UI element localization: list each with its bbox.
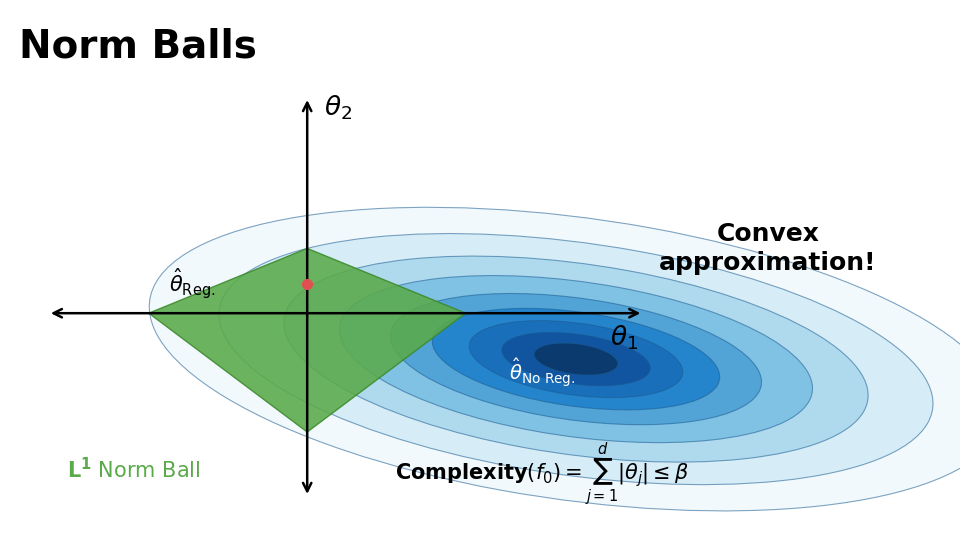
Polygon shape: [149, 248, 466, 432]
Text: $\theta_1$: $\theta_1$: [610, 323, 637, 352]
Text: $\hat{\theta}_{\mathrm{Reg.}}$: $\hat{\theta}_{\mathrm{Reg.}}$: [170, 266, 216, 301]
Ellipse shape: [219, 234, 933, 484]
Text: $\theta_2$: $\theta_2$: [324, 93, 352, 122]
Text: $\mathbf{L^1}$ Norm Ball: $\mathbf{L^1}$ Norm Ball: [67, 457, 201, 482]
Ellipse shape: [149, 207, 960, 511]
Ellipse shape: [391, 293, 761, 425]
Ellipse shape: [502, 333, 650, 386]
Text: $\mathbf{Complexity}(f_0) = \sum_{j=1}^{d} |\theta_j| \leq \beta$: $\mathbf{Complexity}(f_0) = \sum_{j=1}^{…: [396, 442, 689, 508]
Text: Norm Balls: Norm Balls: [19, 27, 257, 65]
Text: $\hat{\theta}_{\mathrm{No\ Reg.}}$: $\hat{\theta}_{\mathrm{No\ Reg.}}$: [509, 356, 576, 389]
Ellipse shape: [432, 308, 720, 410]
Text: Convex
approximation!: Convex approximation!: [660, 221, 876, 275]
Ellipse shape: [284, 256, 868, 462]
Ellipse shape: [340, 275, 812, 443]
Ellipse shape: [534, 343, 618, 375]
Ellipse shape: [469, 321, 683, 397]
